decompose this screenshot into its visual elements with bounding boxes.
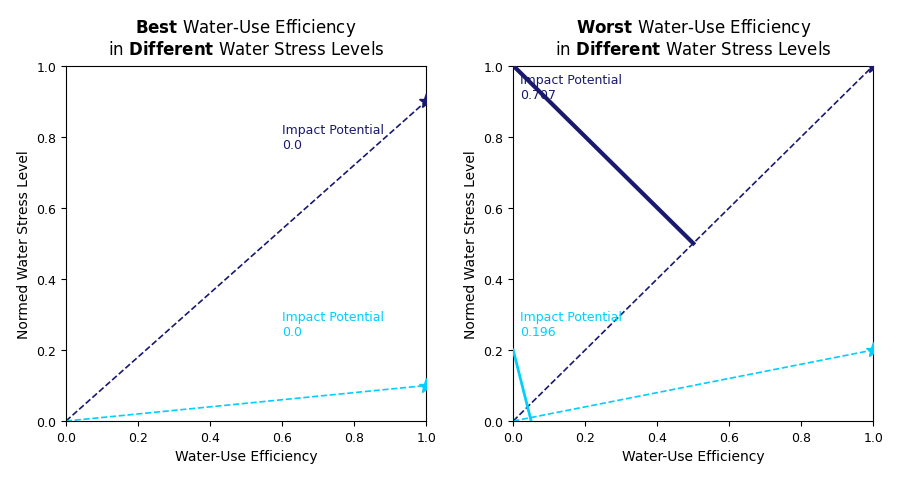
Text: Impact Potential
0.707: Impact Potential 0.707 xyxy=(520,74,623,102)
X-axis label: Water-Use Efficiency: Water-Use Efficiency xyxy=(622,449,765,463)
Text: Impact Potential
0.196: Impact Potential 0.196 xyxy=(520,310,623,338)
Text: Impact Potential
0.0: Impact Potential 0.0 xyxy=(282,310,384,338)
Y-axis label: Normed Water Stress Level: Normed Water Stress Level xyxy=(17,150,31,338)
Title: $\bf{Best}$ Water-Use Efficiency
in $\bf{Different}$ Water Stress Levels: $\bf{Best}$ Water-Use Efficiency in $\bf… xyxy=(108,17,384,60)
Text: Impact Potential
0.0: Impact Potential 0.0 xyxy=(282,124,384,152)
Title: $\bf{Worst}$ Water-Use Efficiency
in $\bf{Different}$ Water Stress Levels: $\bf{Worst}$ Water-Use Efficiency in $\b… xyxy=(555,17,832,60)
X-axis label: Water-Use Efficiency: Water-Use Efficiency xyxy=(175,449,318,463)
Y-axis label: Normed Water Stress Level: Normed Water Stress Level xyxy=(464,150,478,338)
